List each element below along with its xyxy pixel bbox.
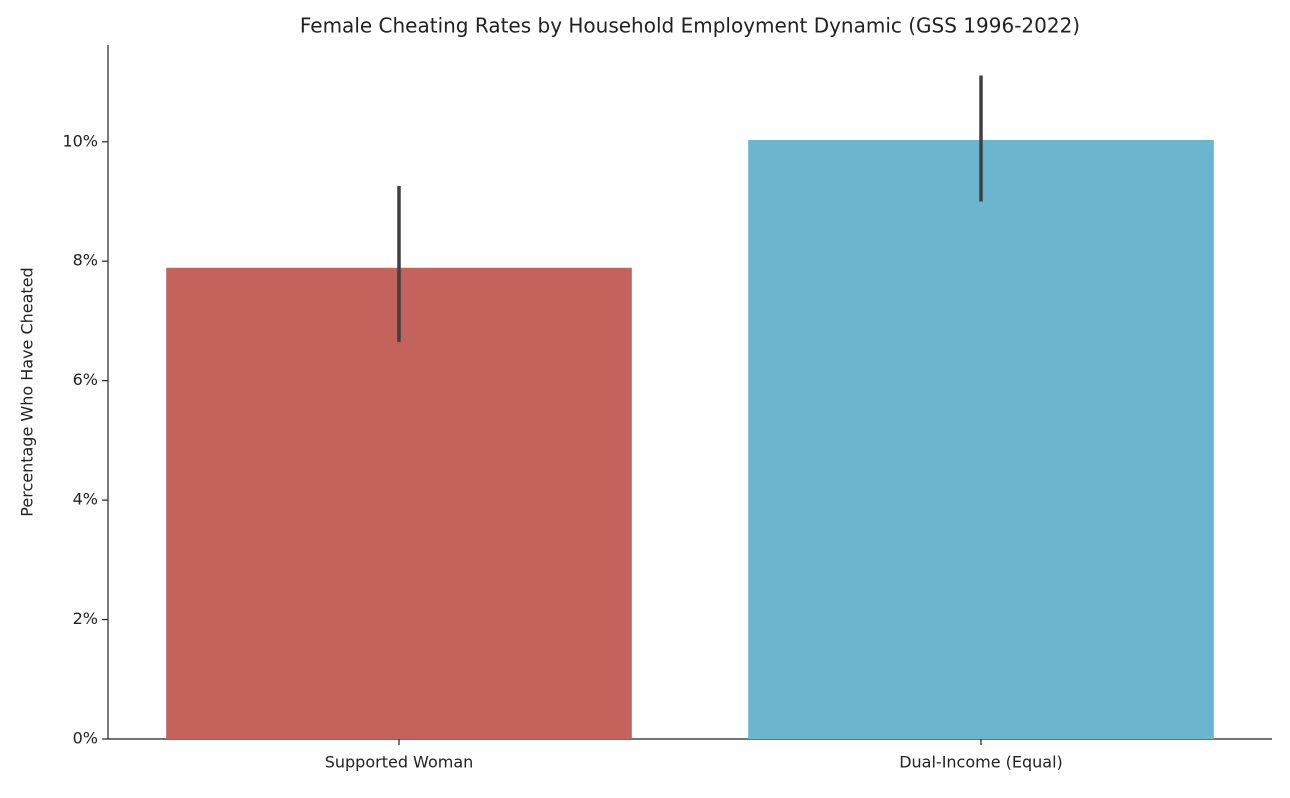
y-tick-label: 10% xyxy=(62,131,98,150)
y-tick-label: 4% xyxy=(73,490,98,509)
chart-title: Female Cheating Rates by Household Emplo… xyxy=(300,14,1080,38)
bar xyxy=(166,267,632,739)
x-tick-label: Supported Woman xyxy=(325,753,474,772)
y-tick-label: 8% xyxy=(73,251,98,270)
y-tick-label: 2% xyxy=(73,609,98,628)
y-tick-label: 6% xyxy=(73,370,98,389)
y-tick-label: 0% xyxy=(73,729,98,748)
y-axis-label: Percentage Who Have Cheated xyxy=(18,267,37,516)
bar xyxy=(748,139,1214,739)
x-tick-label: Dual-Income (Equal) xyxy=(899,753,1063,772)
